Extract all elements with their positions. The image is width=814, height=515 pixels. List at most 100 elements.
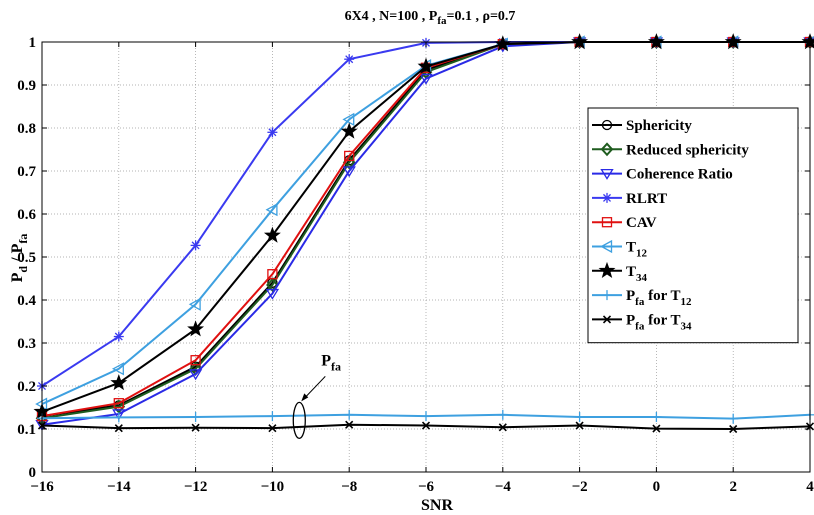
chart-title: 6X4 , N=100 , Pfa=0.1 , ρ=0.7	[345, 9, 516, 27]
legend-marker	[600, 142, 614, 157]
data-point	[421, 411, 431, 422]
legend-label: Reduced sphericity	[626, 142, 749, 158]
legend-label: RLRT	[626, 191, 667, 207]
data-point	[265, 203, 278, 217]
data-point	[652, 424, 661, 433]
y-tick-label: 0.5	[17, 250, 36, 266]
y-tick-label: 0	[29, 465, 37, 481]
data-point	[112, 399, 126, 414]
data-point	[497, 409, 508, 420]
legend-label: Pfa for T34	[626, 312, 692, 332]
data-point	[187, 320, 205, 337]
legend-marker	[602, 290, 612, 301]
legend-item: CAV	[592, 215, 657, 231]
pfa-annotation-arrow	[303, 376, 326, 399]
pfa-annotation-arrowhead	[301, 393, 309, 402]
data-point	[267, 411, 278, 422]
x-tick-label: −12	[184, 479, 208, 495]
x-tick-label: −14	[107, 479, 131, 495]
legend-box	[587, 107, 799, 344]
legend-marker	[600, 168, 614, 180]
data-point	[575, 421, 584, 430]
data-point	[190, 411, 201, 422]
legend-item: T34	[592, 261, 648, 284]
legend-marker	[602, 192, 612, 203]
x-tick-label: −8	[341, 479, 357, 495]
data-point	[113, 331, 124, 342]
series-7	[37, 409, 814, 424]
pfa-annotation-label: Pfa	[321, 352, 341, 373]
data-point	[190, 355, 201, 366]
x-axis-label: SNR	[421, 497, 453, 514]
x-tick-label: 4	[806, 479, 814, 495]
data-point	[265, 288, 280, 300]
legend-item: Pfa for T12	[592, 288, 692, 308]
y-tick-label: 0.8	[17, 121, 36, 137]
data-point	[263, 226, 281, 243]
data-point	[267, 269, 278, 280]
pfa-annotation-ellipse	[292, 401, 306, 440]
y-tick-label: 1	[29, 35, 37, 51]
legend-item: Pfa for T34	[592, 312, 692, 332]
legend-item: Coherence Ratio	[592, 167, 733, 183]
legend-marker	[598, 261, 616, 278]
data-point	[342, 166, 356, 178]
data-point	[574, 411, 585, 422]
y-axis-ticks: 0 0.1 0.2 0.3 0.4 0.5 0.6 0.7 0.8 0.9 1	[17, 35, 810, 481]
legend-marker	[601, 119, 613, 131]
legend-label: Coherence Ratio	[626, 167, 733, 183]
x-tick-label: −10	[261, 479, 285, 495]
data-point	[112, 409, 126, 421]
data-point	[111, 362, 124, 376]
legend-item: Reduced sphericity	[592, 142, 749, 158]
legend-label: T34	[626, 264, 648, 284]
data-point	[421, 421, 431, 430]
data-point	[266, 277, 279, 292]
data-point	[651, 411, 662, 422]
x-axis-ticks: −16 −14 −12 −10 −8 −6 −4 −2 0 2 4	[30, 42, 814, 495]
data-point	[417, 57, 435, 74]
legend-marker	[601, 217, 613, 228]
legend-label: Sphericity	[626, 118, 692, 134]
data-point	[340, 122, 358, 139]
series-8	[37, 420, 814, 434]
data-point	[113, 412, 124, 423]
legend-label: Pfa for T12	[626, 288, 692, 308]
data-point	[344, 409, 355, 420]
legend-marker	[602, 315, 612, 324]
data-point	[267, 127, 278, 138]
data-point	[728, 413, 739, 424]
data-point	[345, 420, 354, 429]
legend: Sphericity Reduced sphericity Coherence Ra…	[587, 107, 799, 344]
x-tick-label: −4	[495, 479, 512, 495]
y-tick-label: 0.1	[17, 422, 36, 438]
data-point	[114, 424, 123, 433]
data-point	[191, 423, 200, 432]
y-tick-label: 0.4	[17, 293, 36, 309]
data-point	[188, 369, 203, 381]
x-tick-label: −2	[572, 479, 588, 495]
legend-item: Sphericity	[592, 118, 692, 134]
data-point	[498, 423, 507, 432]
y-tick-label: 0.2	[17, 379, 36, 395]
data-point	[344, 150, 355, 162]
y-tick-label: 0.7	[17, 164, 36, 180]
y-axis-label: Pd / Pfa	[9, 234, 30, 283]
data-point	[268, 424, 277, 433]
data-point	[190, 240, 201, 251]
legend-label: T12	[626, 240, 648, 260]
legend-marker	[600, 239, 613, 254]
data-point	[110, 374, 128, 391]
y-tick-label: 0.6	[17, 207, 36, 223]
data-point	[419, 73, 433, 85]
data-point	[188, 297, 201, 311]
data-point	[729, 424, 738, 434]
data-point	[342, 112, 355, 126]
data-point	[344, 54, 355, 65]
legend-item: T12	[592, 240, 648, 260]
x-tick-label: −16	[30, 479, 54, 495]
x-tick-label: 2	[729, 479, 737, 495]
x-tick-label: −6	[418, 479, 435, 495]
pfa-annotation: Pfa	[292, 352, 341, 440]
